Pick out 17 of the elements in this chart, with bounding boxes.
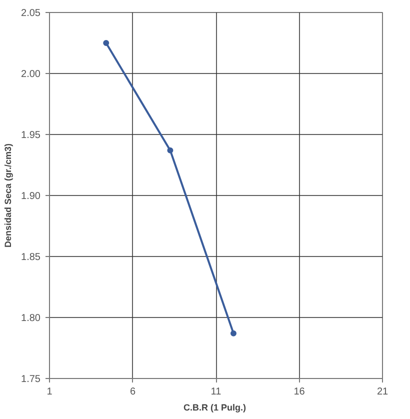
point bbox=[167, 147, 174, 154]
point bbox=[103, 40, 110, 46]
x-tick-label: 1 bbox=[46, 386, 53, 398]
y-tick-label: 2.00 bbox=[21, 69, 41, 80]
y-tick-label: 1.90 bbox=[21, 191, 41, 202]
y-tick-label: 1.95 bbox=[21, 130, 41, 141]
y-tick-label: 1.85 bbox=[21, 252, 41, 263]
x-tick-label: 11 bbox=[210, 386, 222, 398]
x-tick-label: 6 bbox=[130, 386, 136, 398]
x-tick-label: 16 bbox=[294, 386, 306, 398]
x-axis-title: C.B.R (1 Pulg.) bbox=[184, 402, 246, 412]
y-tick-label: 1.75 bbox=[21, 374, 41, 385]
x-tick-label: 21 bbox=[376, 386, 388, 398]
y-tick-label: 2.05 bbox=[21, 8, 41, 19]
point bbox=[230, 330, 236, 336]
y-axis-title: Densidad Seca (gr./cm3) bbox=[3, 143, 14, 248]
y-tick-label: 1.80 bbox=[21, 313, 41, 324]
